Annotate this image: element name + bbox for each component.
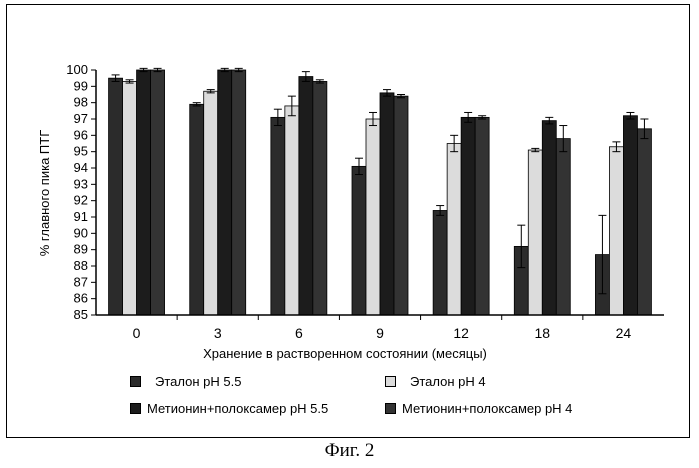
- bars-group: [109, 70, 652, 315]
- bar-series-3-cat-6: [299, 77, 313, 315]
- x-tick-label: 0: [133, 325, 141, 341]
- legend-swatch-etalon-ph4: [385, 376, 396, 387]
- y-tick-label: 90: [74, 225, 88, 240]
- bar-series-1-cat-12: [433, 210, 447, 315]
- y-tick-label: 99: [74, 78, 88, 93]
- x-tick-label: 18: [534, 325, 550, 341]
- x-axis-title: Хранение в растворенном состоянии (месяц…: [203, 346, 487, 361]
- y-tick-label: 96: [74, 127, 88, 142]
- bar-series-2-cat-12: [447, 144, 461, 316]
- x-tick-label: 3: [214, 325, 222, 341]
- bar-series-3-cat-0: [137, 70, 151, 315]
- legend-item-met-ph4: Метионин+полоксамер pH 4: [385, 401, 572, 416]
- y-tick-label: 86: [74, 291, 88, 306]
- y-tick-label: 98: [74, 95, 88, 110]
- legend-swatch-etalon-ph55: [130, 376, 141, 387]
- bar-series-4-cat-0: [151, 70, 165, 315]
- legend-label: Эталон pH 5.5: [155, 374, 241, 389]
- x-tick-label: 9: [376, 325, 384, 341]
- y-tick-label: 87: [74, 274, 88, 289]
- bar-series-2-cat-0: [123, 81, 137, 315]
- y-tick-label: 85: [74, 307, 88, 322]
- x-tick-label: 24: [616, 325, 632, 341]
- x-tick-label: 12: [453, 325, 469, 341]
- y-tick-label: 88: [74, 258, 88, 273]
- y-tick-label: 100: [66, 62, 88, 77]
- y-tick-label: 97: [74, 111, 88, 126]
- bar-series-2-cat-3: [204, 91, 218, 315]
- y-tick-label: 89: [74, 242, 88, 257]
- legend-label: Метионин+полоксамер pH 5.5: [147, 401, 328, 416]
- bar-series-3-cat-12: [461, 117, 475, 315]
- y-axis-title: % главного пика ПТГ: [37, 130, 52, 257]
- y-tick-label: 94: [74, 160, 88, 175]
- x-tick-label: 6: [295, 325, 303, 341]
- legend-swatch-met-ph4: [385, 403, 396, 414]
- bar-series-2-cat-6: [285, 106, 299, 315]
- y-tick-label: 92: [74, 193, 88, 208]
- y-tick-labels: 8586 878889 909192 939495 969798 99100: [66, 62, 96, 322]
- bar-series-3-cat-9: [380, 93, 394, 315]
- bar-series-1-cat-6: [271, 117, 285, 315]
- bar-series-1-cat-0: [109, 78, 123, 315]
- bar-series-1-cat-3: [190, 104, 204, 315]
- legend-item-met-ph55: Метионин+полоксамер pH 5.5: [130, 401, 328, 416]
- x-tick-labels: 0 3 6 9 12 18 24: [133, 315, 632, 341]
- y-tick-label: 95: [74, 144, 88, 159]
- bar-series-4-cat-6: [313, 81, 327, 315]
- bar-series-2-cat-24: [609, 147, 623, 315]
- bar-series-3-cat-18: [542, 121, 556, 315]
- bar-series-2-cat-18: [528, 150, 542, 315]
- legend-label: Метионин+полоксамер pH 4: [402, 401, 572, 416]
- legend-swatch-met-ph55: [130, 403, 141, 414]
- y-tick-label: 93: [74, 176, 88, 191]
- bar-series-3-cat-24: [623, 116, 637, 315]
- legend-label: Эталон pH 4: [410, 374, 486, 389]
- bar-series-4-cat-24: [637, 129, 651, 315]
- y-tick-label: 91: [74, 209, 88, 224]
- bar-series-3-cat-3: [218, 70, 232, 315]
- bar-series-1-cat-9: [352, 166, 366, 315]
- bar-series-4-cat-12: [475, 117, 489, 315]
- legend: Эталон pH 5.5 Эталон pH 4 Метионин+полок…: [120, 368, 650, 428]
- bar-series-2-cat-9: [366, 119, 380, 315]
- bar-series-4-cat-9: [394, 96, 408, 315]
- figure-caption: Фиг. 2: [0, 440, 699, 462]
- bar-series-4-cat-3: [232, 70, 246, 315]
- legend-item-etalon-ph4: Эталон pH 4: [385, 374, 486, 389]
- bar-series-4-cat-18: [556, 139, 570, 315]
- legend-item-etalon-ph55: Эталон pH 5.5: [130, 374, 241, 389]
